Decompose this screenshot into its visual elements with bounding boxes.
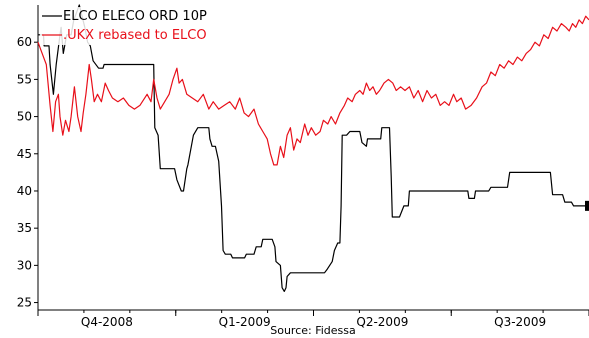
y-tick-label: 30 [17,258,32,272]
legend-entry: ELCO ELECO ORD 10P [63,9,207,24]
y-axis: 25 30 35 40 45 50 55 60 [17,5,39,310]
legend-box [40,7,230,45]
y-tick-label: 50 [17,110,32,124]
legend: ELCO ELECO ORD 10P .UKX rebased to ELCO [40,7,230,45]
y-tick-label: 55 [17,72,32,86]
x-axis: Q4-2008 Q1-2009 Q2-2009 Q3-2009 [37,309,589,329]
y-tick-label: 45 [17,147,32,161]
x-tick-label: Q4-2008 [81,315,133,329]
series-line-ukx [37,15,589,166]
x-tick-label: Q3-2009 [494,315,546,329]
last-price-marker [585,200,589,211]
y-tick-label: 40 [17,184,32,198]
x-tick-label: Q1-2009 [219,315,271,329]
x-tick-label: Q2-2009 [356,315,408,329]
y-tick-label: 35 [17,221,32,235]
series-line-elco [38,4,589,292]
legend-entry: .UKX rebased to ELCO [63,28,207,43]
y-tick-label: 25 [17,296,32,310]
y-tick-label: 60 [17,35,32,49]
source-label: Source: Fidessa [270,324,356,337]
series-layer [37,4,589,292]
